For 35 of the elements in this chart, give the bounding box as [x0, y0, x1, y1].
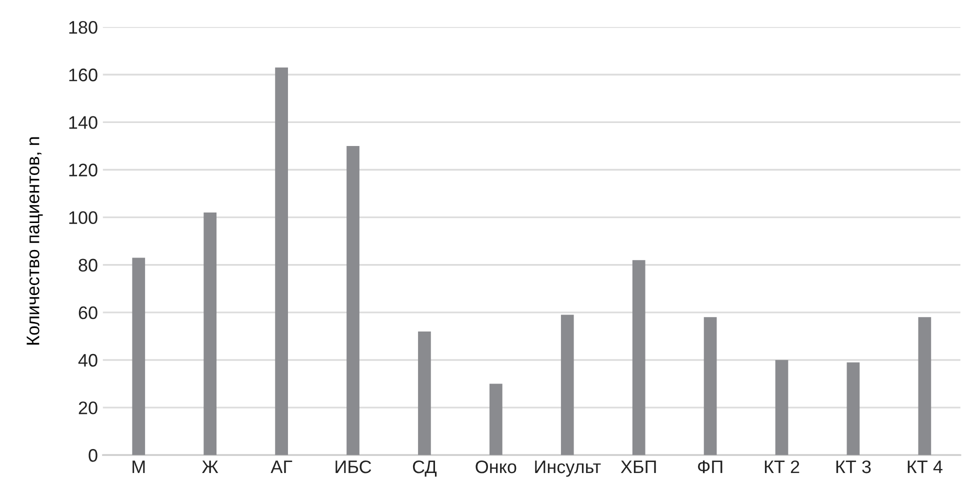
y-tick-label: 60	[78, 306, 98, 320]
x-tick-label: Онко	[476, 460, 516, 474]
x-tick-label: КТ 2	[764, 460, 800, 474]
x-tick-label: ФП	[698, 460, 722, 474]
bar	[346, 146, 360, 456]
x-tick-label: КТ 3	[836, 460, 871, 474]
x-tick-label: М	[132, 460, 145, 474]
x-tick-label: ХБП	[620, 460, 656, 474]
x-tick-label: Ж	[202, 460, 218, 474]
x-tick-label: КТ 4	[908, 460, 942, 474]
bar	[489, 384, 502, 456]
bar	[204, 212, 217, 456]
y-tick-label: 20	[78, 401, 98, 414]
y-tick-label: 120	[69, 164, 98, 176]
bar	[418, 331, 431, 456]
bar	[775, 360, 788, 456]
x-tick-label: Инсульт	[535, 460, 601, 477]
bar	[275, 67, 288, 456]
bar	[918, 317, 932, 456]
bar	[846, 362, 860, 456]
bar	[704, 317, 717, 456]
y-tick-label: 160	[69, 68, 98, 82]
y-axis-title: Количество пациентов, n	[26, 137, 43, 345]
y-tick-label: 140	[69, 116, 98, 129]
y-tick-label: 80	[78, 258, 98, 272]
x-tick-label: ИБС	[336, 460, 372, 474]
y-tick-label: 40	[78, 354, 98, 367]
y-tick-label: 0	[88, 449, 98, 462]
bar	[560, 314, 574, 456]
x-tick-label: АГ	[270, 460, 292, 474]
x-tick-label: СД	[412, 460, 437, 477]
bar	[632, 260, 646, 456]
y-tick-label: 180	[69, 20, 98, 34]
bar	[132, 258, 146, 456]
y-tick-label: 100	[69, 211, 98, 224]
